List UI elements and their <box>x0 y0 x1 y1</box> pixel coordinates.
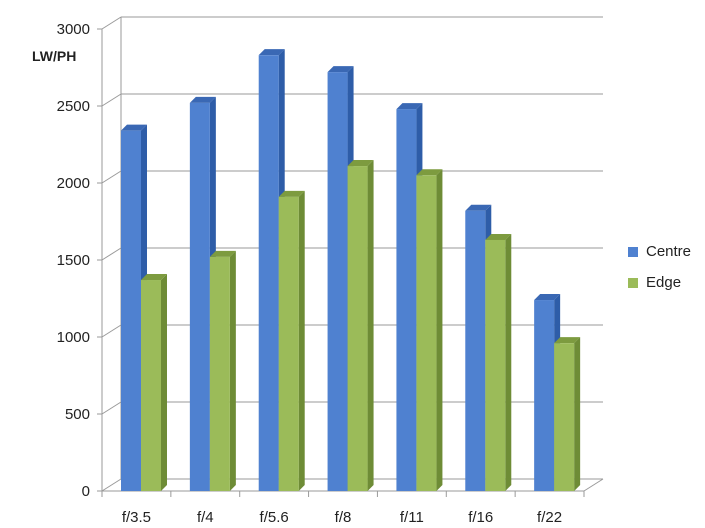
y-axis-label: LW/PH <box>32 48 76 64</box>
bar-side <box>161 274 167 491</box>
bar-top <box>485 233 512 240</box>
gridline-depth <box>101 170 122 184</box>
bar-edge <box>416 169 443 492</box>
bar-top <box>554 337 581 344</box>
x-tick-label: f/22 <box>537 509 562 526</box>
floor-right-edge <box>583 478 604 492</box>
legend-item-edge: Edge <box>628 267 691 298</box>
bar-top <box>534 294 561 301</box>
y-tick-label: 0 <box>82 483 90 500</box>
bar-front <box>347 166 368 491</box>
gridline-depth <box>101 401 122 415</box>
bar-top <box>465 204 492 211</box>
bar-front <box>121 130 141 491</box>
bar-top <box>416 169 443 176</box>
bars <box>121 49 581 492</box>
bar-top <box>327 66 354 73</box>
legend-label-edge: Edge <box>646 274 682 291</box>
bar-side <box>298 190 305 492</box>
bar-top <box>396 103 423 110</box>
legend: Centre Edge <box>628 236 691 298</box>
legend-swatch-centre <box>628 246 638 257</box>
bar-top <box>209 250 236 257</box>
legend-item-centre: Centre <box>628 236 691 267</box>
bar-top <box>258 49 285 56</box>
bar-top <box>189 96 216 103</box>
x-tick-label: f/11 <box>400 509 424 526</box>
y-tick-label: 2500 <box>57 98 90 115</box>
bar-front <box>327 72 348 492</box>
y-tick-label: 500 <box>65 406 90 423</box>
x-tick-label: f/8 <box>335 509 352 526</box>
bar-side <box>229 250 236 491</box>
bar-edge <box>554 337 581 491</box>
bar-side <box>367 160 374 491</box>
y-tick-label: 1500 <box>57 252 90 269</box>
x-tick-label: f/5.6 <box>260 509 289 526</box>
y-tick-label: 2000 <box>57 175 90 192</box>
y-tick-label: 1000 <box>57 329 90 346</box>
bar-front <box>189 102 210 492</box>
bar-top <box>141 274 167 281</box>
gridline-depth <box>101 324 122 338</box>
bar-front <box>465 210 486 491</box>
bar-front <box>141 280 161 491</box>
x-tick-label: f/3.5 <box>122 509 151 526</box>
bar-top <box>278 190 305 197</box>
tick-labels: 0 500 1000 1500 2000 2500 3000 f/3.5 f/4 f/5.6 f/8… <box>57 21 562 526</box>
bar-front <box>534 300 555 491</box>
bar-front <box>485 239 506 491</box>
bar-edge <box>209 250 236 491</box>
bar-edge <box>278 190 305 492</box>
bar-front <box>396 109 417 491</box>
bar-front <box>209 256 230 491</box>
x-tick-label: f/4 <box>197 509 214 526</box>
bar-side <box>505 233 512 492</box>
bar-top <box>121 124 147 131</box>
gridline-depth <box>101 478 122 492</box>
bar-side <box>436 169 443 492</box>
bar-front <box>554 343 575 491</box>
bar-top <box>347 160 374 167</box>
bar-front <box>258 55 279 492</box>
legend-label-centre: Centre <box>646 243 692 260</box>
gridline-depth <box>101 16 122 30</box>
bar-edge <box>347 160 374 491</box>
bar-front <box>416 175 437 492</box>
bar-side <box>574 337 581 491</box>
legend-swatch-edge <box>628 277 638 288</box>
bar-edge <box>485 233 512 492</box>
bar-front <box>278 196 299 492</box>
x-tick-label: f/16 <box>468 509 493 526</box>
bar-edge <box>141 274 167 491</box>
gridline-depth <box>101 93 122 107</box>
gridline-depth <box>101 247 122 261</box>
y-tick-label: 3000 <box>57 21 90 38</box>
